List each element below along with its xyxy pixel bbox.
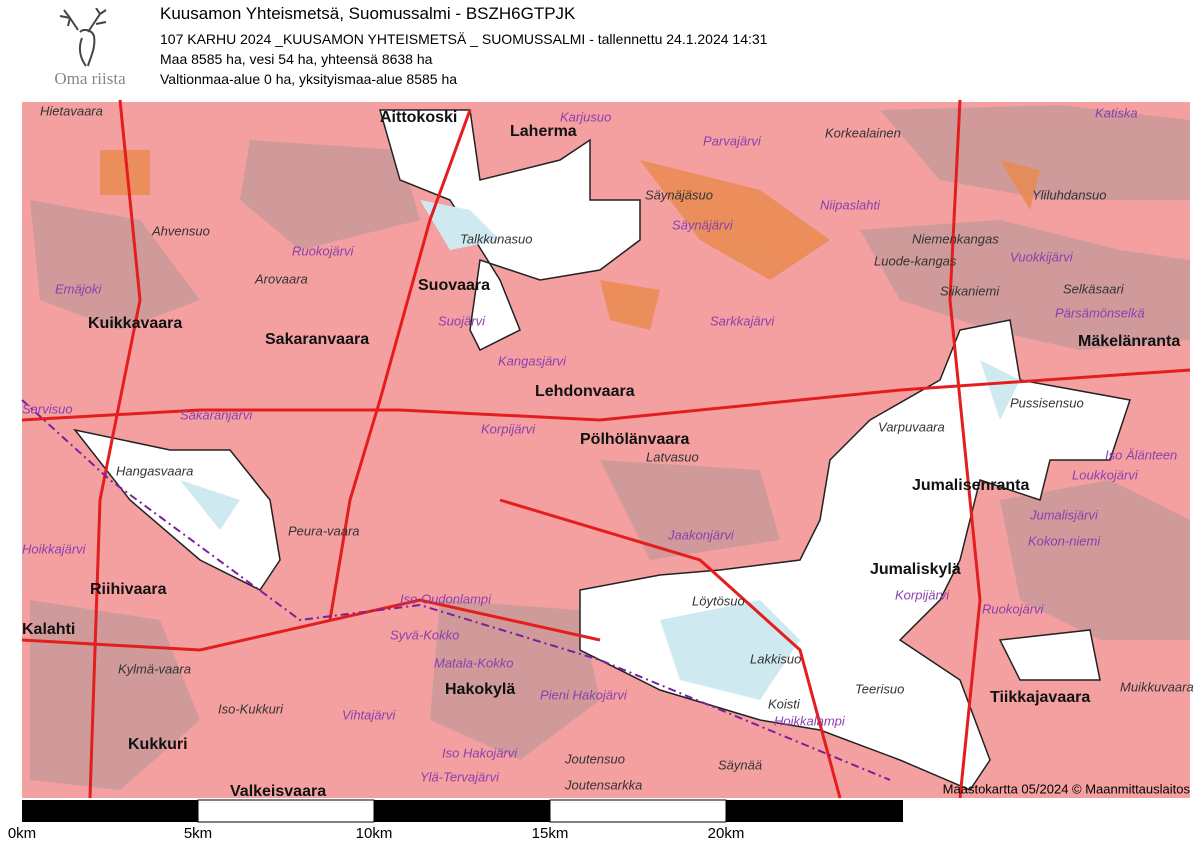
place-label: Aittokoski (380, 109, 457, 126)
place-label: Luode-kangas (874, 253, 957, 268)
logo-text: Oma riista (54, 69, 126, 88)
place-label: Peura-vaara (288, 523, 360, 538)
place-label: Hoikkajärvi (22, 541, 87, 556)
place-label: Vuokkijärvi (1010, 249, 1074, 264)
place-label: Hangasvaara (116, 463, 193, 478)
scale-segment (549, 799, 727, 823)
place-label: Lakkisuo (750, 651, 801, 666)
place-label: Kokon-niemi (1028, 533, 1101, 548)
place-label: Iso Älänteen (1105, 447, 1177, 462)
scale-label: 5km (184, 825, 212, 842)
place-label: Jumalisenranta (912, 477, 1029, 494)
place-label: Tiikkajavaara (990, 689, 1090, 706)
place-label: Sakaranvaara (265, 331, 369, 348)
place-label: Kalahti (22, 621, 75, 638)
place-label: Säynäjärvi (672, 217, 734, 232)
place-label: Kangasjärvi (498, 353, 567, 368)
place-label: Pärsämönselkä (1055, 305, 1145, 320)
place-label: Säynää (718, 757, 762, 772)
place-label: Sakaranjärvi (180, 407, 253, 422)
place-label: Syvä-Kokko (390, 627, 459, 642)
scale-label: 10km (356, 825, 393, 842)
place-label: Talkkunasuo (460, 231, 533, 246)
place-label: Yliluhdansuo (1032, 187, 1106, 202)
swamps (100, 150, 1040, 330)
place-label: Kuikkavaara (88, 315, 182, 332)
place-label: Korkealainen (825, 125, 901, 140)
place-label: Suovaara (418, 277, 490, 294)
place-label: Katiska (1095, 105, 1138, 120)
bog (180, 200, 1020, 700)
area-info: Valtionmaa-alue 0 ha, yksityismaa-alue 8… (160, 71, 458, 87)
place-label: Hietavaara (40, 103, 103, 118)
place-label: Pieni Hakojärvi (540, 687, 628, 702)
place-label: Ylä-Tervajärvi (420, 769, 500, 784)
scale-segment (374, 800, 550, 822)
place-label: Muikkuvaara (1120, 679, 1194, 694)
scale-label: 15km (532, 825, 569, 842)
place-label: Mäkelänranta (1078, 333, 1180, 350)
place-label: Joutensuo (564, 751, 625, 766)
place-label: Arovaara (254, 271, 308, 286)
place-label: Jumaliskylä (870, 561, 961, 578)
place-label: Koisti (768, 696, 801, 711)
place-label: Selkäsaari (1063, 281, 1125, 296)
place-label: Pölhölänvaara (580, 431, 689, 448)
place-label: Kukkuri (128, 736, 188, 753)
place-label: Latvasuo (646, 449, 699, 464)
place-label: Laherma (510, 123, 577, 140)
roads (21, 99, 1191, 799)
border (21, 399, 891, 781)
place-label: Valkeisvaara (230, 783, 326, 800)
place-label: Joutensarkka (564, 777, 642, 792)
area-info: Maa 8585 ha, vesi 54 ha, yhteensä 8638 h… (160, 51, 433, 67)
place-label: Kylmä-vaara (118, 661, 191, 676)
place-label: Parvajärvi (703, 133, 762, 148)
attribution: Maastokartta 05/2024 © Maanmittauslaitos (943, 781, 1191, 796)
scale-segment (726, 800, 903, 822)
logo: Oma riista (54, 8, 126, 88)
scale-bar (22, 799, 903, 823)
place-label: Säynäjäsuo (645, 187, 713, 202)
place-label: Niipaslahti (820, 197, 881, 212)
place-label: Suojärvi (438, 313, 486, 328)
place-label: Ahvensuo (151, 223, 210, 238)
scale-segment (22, 800, 198, 822)
place-label: Matala-Kokko (434, 655, 513, 670)
place-label: Niemenkangas (912, 231, 999, 246)
place-label: Riihivaara (90, 581, 167, 598)
place-label: Jumalisjärvi (1029, 507, 1099, 522)
title: Kuusamon Yhteismetsä, Suomussalmi - BSZH… (160, 4, 576, 23)
scale-segment (197, 799, 375, 823)
place-label: Lehdonvaara (535, 383, 635, 400)
place-label: Korpijärvi (481, 421, 536, 436)
place-label: Varpuvaara (878, 419, 945, 434)
place-label: Iso Hakojärvi (442, 745, 518, 760)
place-label: Sarvisuo (22, 401, 73, 416)
place-label: Löytösuo (692, 593, 745, 608)
place-label: Siikaniemi (940, 283, 1000, 298)
place-label: Hakokylä (445, 681, 515, 698)
place-label: Teerisuo (855, 681, 904, 696)
place-label: Pussisensuo (1010, 395, 1084, 410)
place-label: Iso Oudonlampi (400, 591, 492, 606)
scale-label: 0km (8, 825, 36, 842)
place-label: Jaakonjärvi (667, 527, 735, 542)
place-label: Korpijärvi (895, 587, 950, 602)
place-label: Hoikkalampi (774, 713, 846, 728)
place-label: Ruokojärvi (982, 601, 1045, 616)
place-label: Ruokojärvi (292, 243, 355, 258)
scale-label: 20km (708, 825, 745, 842)
place-label: Vihtajärvi (342, 707, 396, 722)
place-label: Loukkojärvi (1072, 467, 1139, 482)
place-label: Iso-Kukkuri (218, 701, 284, 716)
subtitle: 107 KARHU 2024 _KUUSAMON YHTEISMETSÄ _ S… (160, 31, 768, 47)
place-label: Sarkkajärvi (710, 313, 775, 328)
place-label: Emäjoki (55, 281, 102, 296)
place-label: Karjusuo (560, 109, 611, 124)
